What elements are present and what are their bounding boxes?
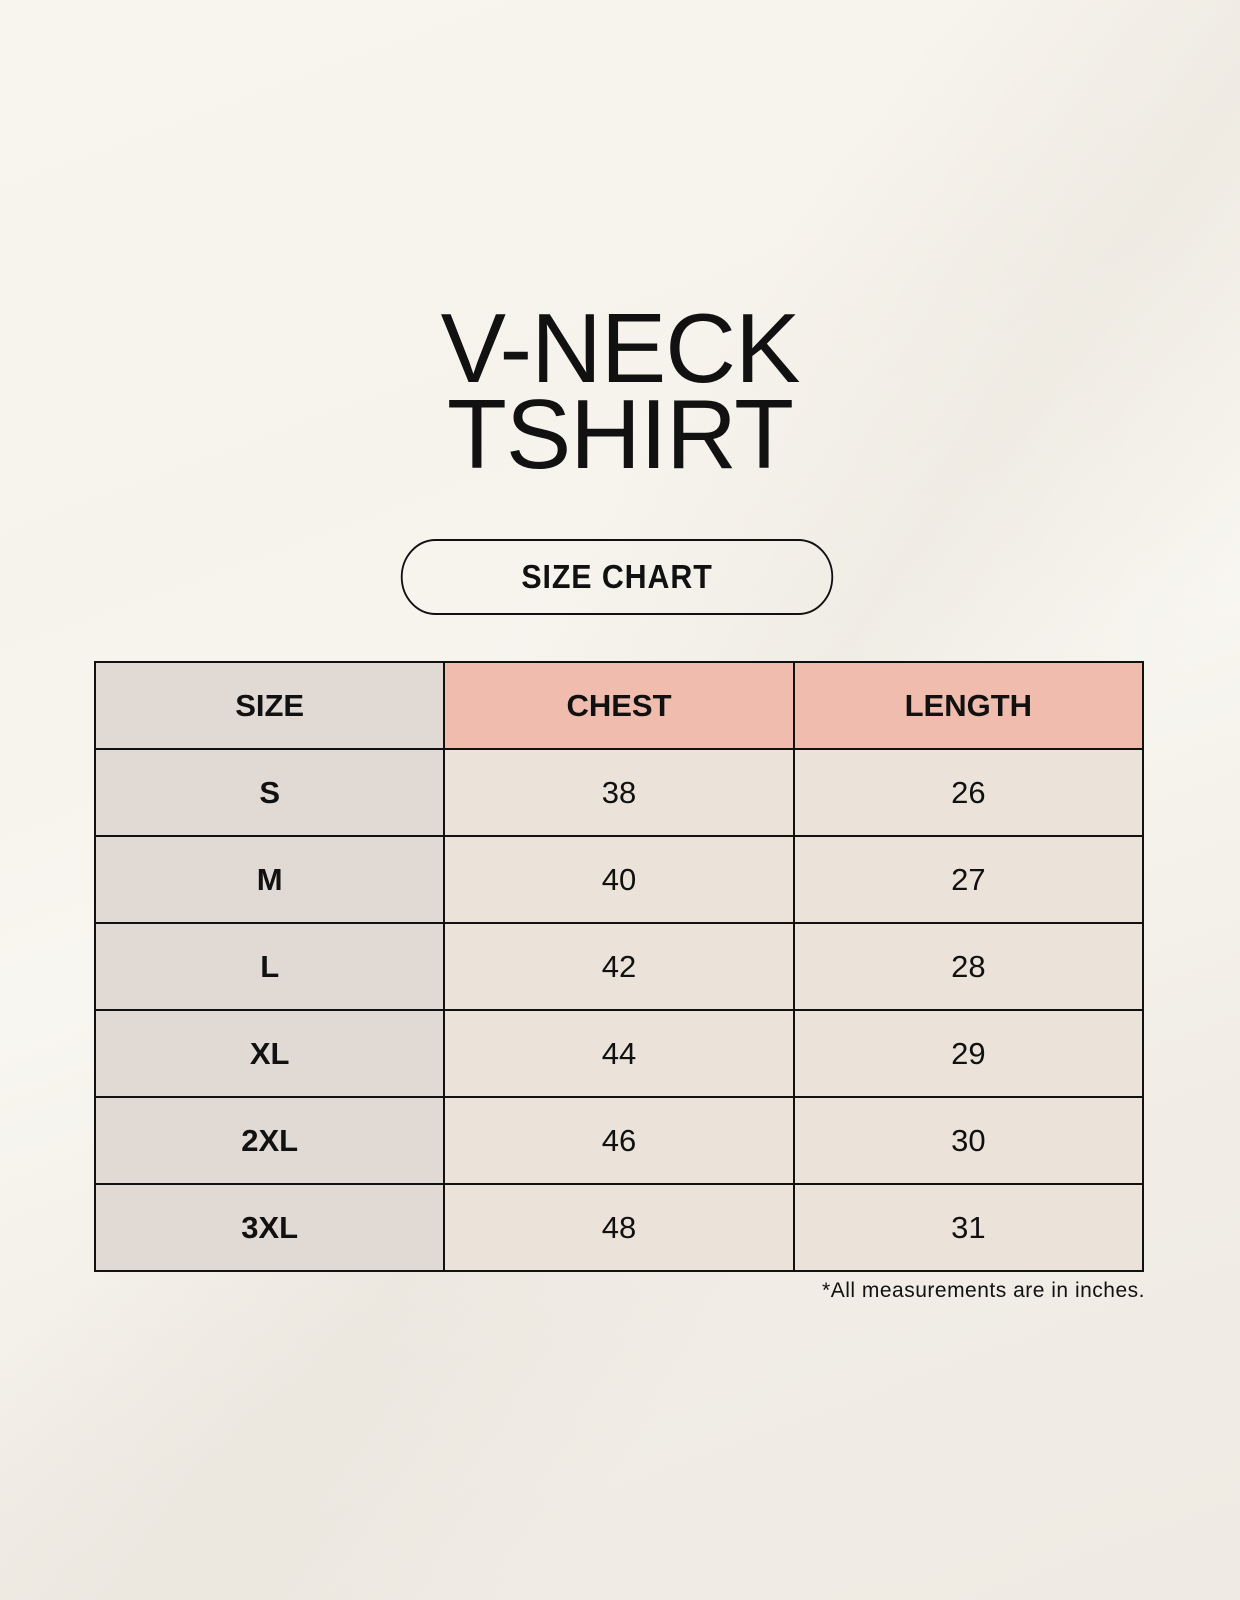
chest-cell: 44 bbox=[443, 1009, 795, 1098]
table-header-row: SIZE CHEST LENGTH bbox=[93, 661, 1145, 750]
size-chart-badge: SIZE CHART bbox=[400, 539, 834, 615]
page-title: V-NECK TSHIRT bbox=[0, 293, 1240, 489]
size-table: SIZE CHEST LENGTH S 38 26 M 40 27 L 42 28 XL 44 29 2… bbox=[93, 661, 1145, 1272]
footnote: *All measurements are in inches. bbox=[822, 1279, 1145, 1302]
length-cell: 27 bbox=[792, 835, 1145, 924]
chest-cell: 46 bbox=[443, 1096, 795, 1185]
header-length: LENGTH bbox=[792, 661, 1145, 750]
chest-cell: 40 bbox=[443, 835, 795, 924]
title-line-1: V-NECK bbox=[440, 293, 801, 403]
table-row: S 38 26 bbox=[93, 748, 1145, 837]
length-cell: 26 bbox=[792, 748, 1145, 837]
title-line-2: TSHIRT bbox=[446, 379, 794, 489]
table-row: XL 44 29 bbox=[93, 1009, 1145, 1098]
length-cell: 29 bbox=[792, 1009, 1145, 1098]
chest-cell: 48 bbox=[443, 1183, 795, 1272]
chest-cell: 42 bbox=[443, 922, 795, 1011]
size-cell: 2XL bbox=[93, 1096, 446, 1185]
size-cell: M bbox=[93, 835, 446, 924]
header-chest: CHEST bbox=[443, 661, 795, 750]
length-cell: 31 bbox=[792, 1183, 1145, 1272]
size-cell: 3XL bbox=[93, 1183, 446, 1272]
size-cell: L bbox=[93, 922, 446, 1011]
size-cell: XL bbox=[93, 1009, 446, 1098]
chest-cell: 38 bbox=[443, 748, 795, 837]
header-size: SIZE bbox=[93, 661, 446, 750]
length-cell: 28 bbox=[792, 922, 1145, 1011]
length-cell: 30 bbox=[792, 1096, 1145, 1185]
table-row: L 42 28 bbox=[93, 922, 1145, 1011]
table-row: M 40 27 bbox=[93, 835, 1145, 924]
table-row: 2XL 46 30 bbox=[93, 1096, 1145, 1185]
table-row: 3XL 48 31 bbox=[93, 1183, 1145, 1272]
size-cell: S bbox=[93, 748, 446, 837]
